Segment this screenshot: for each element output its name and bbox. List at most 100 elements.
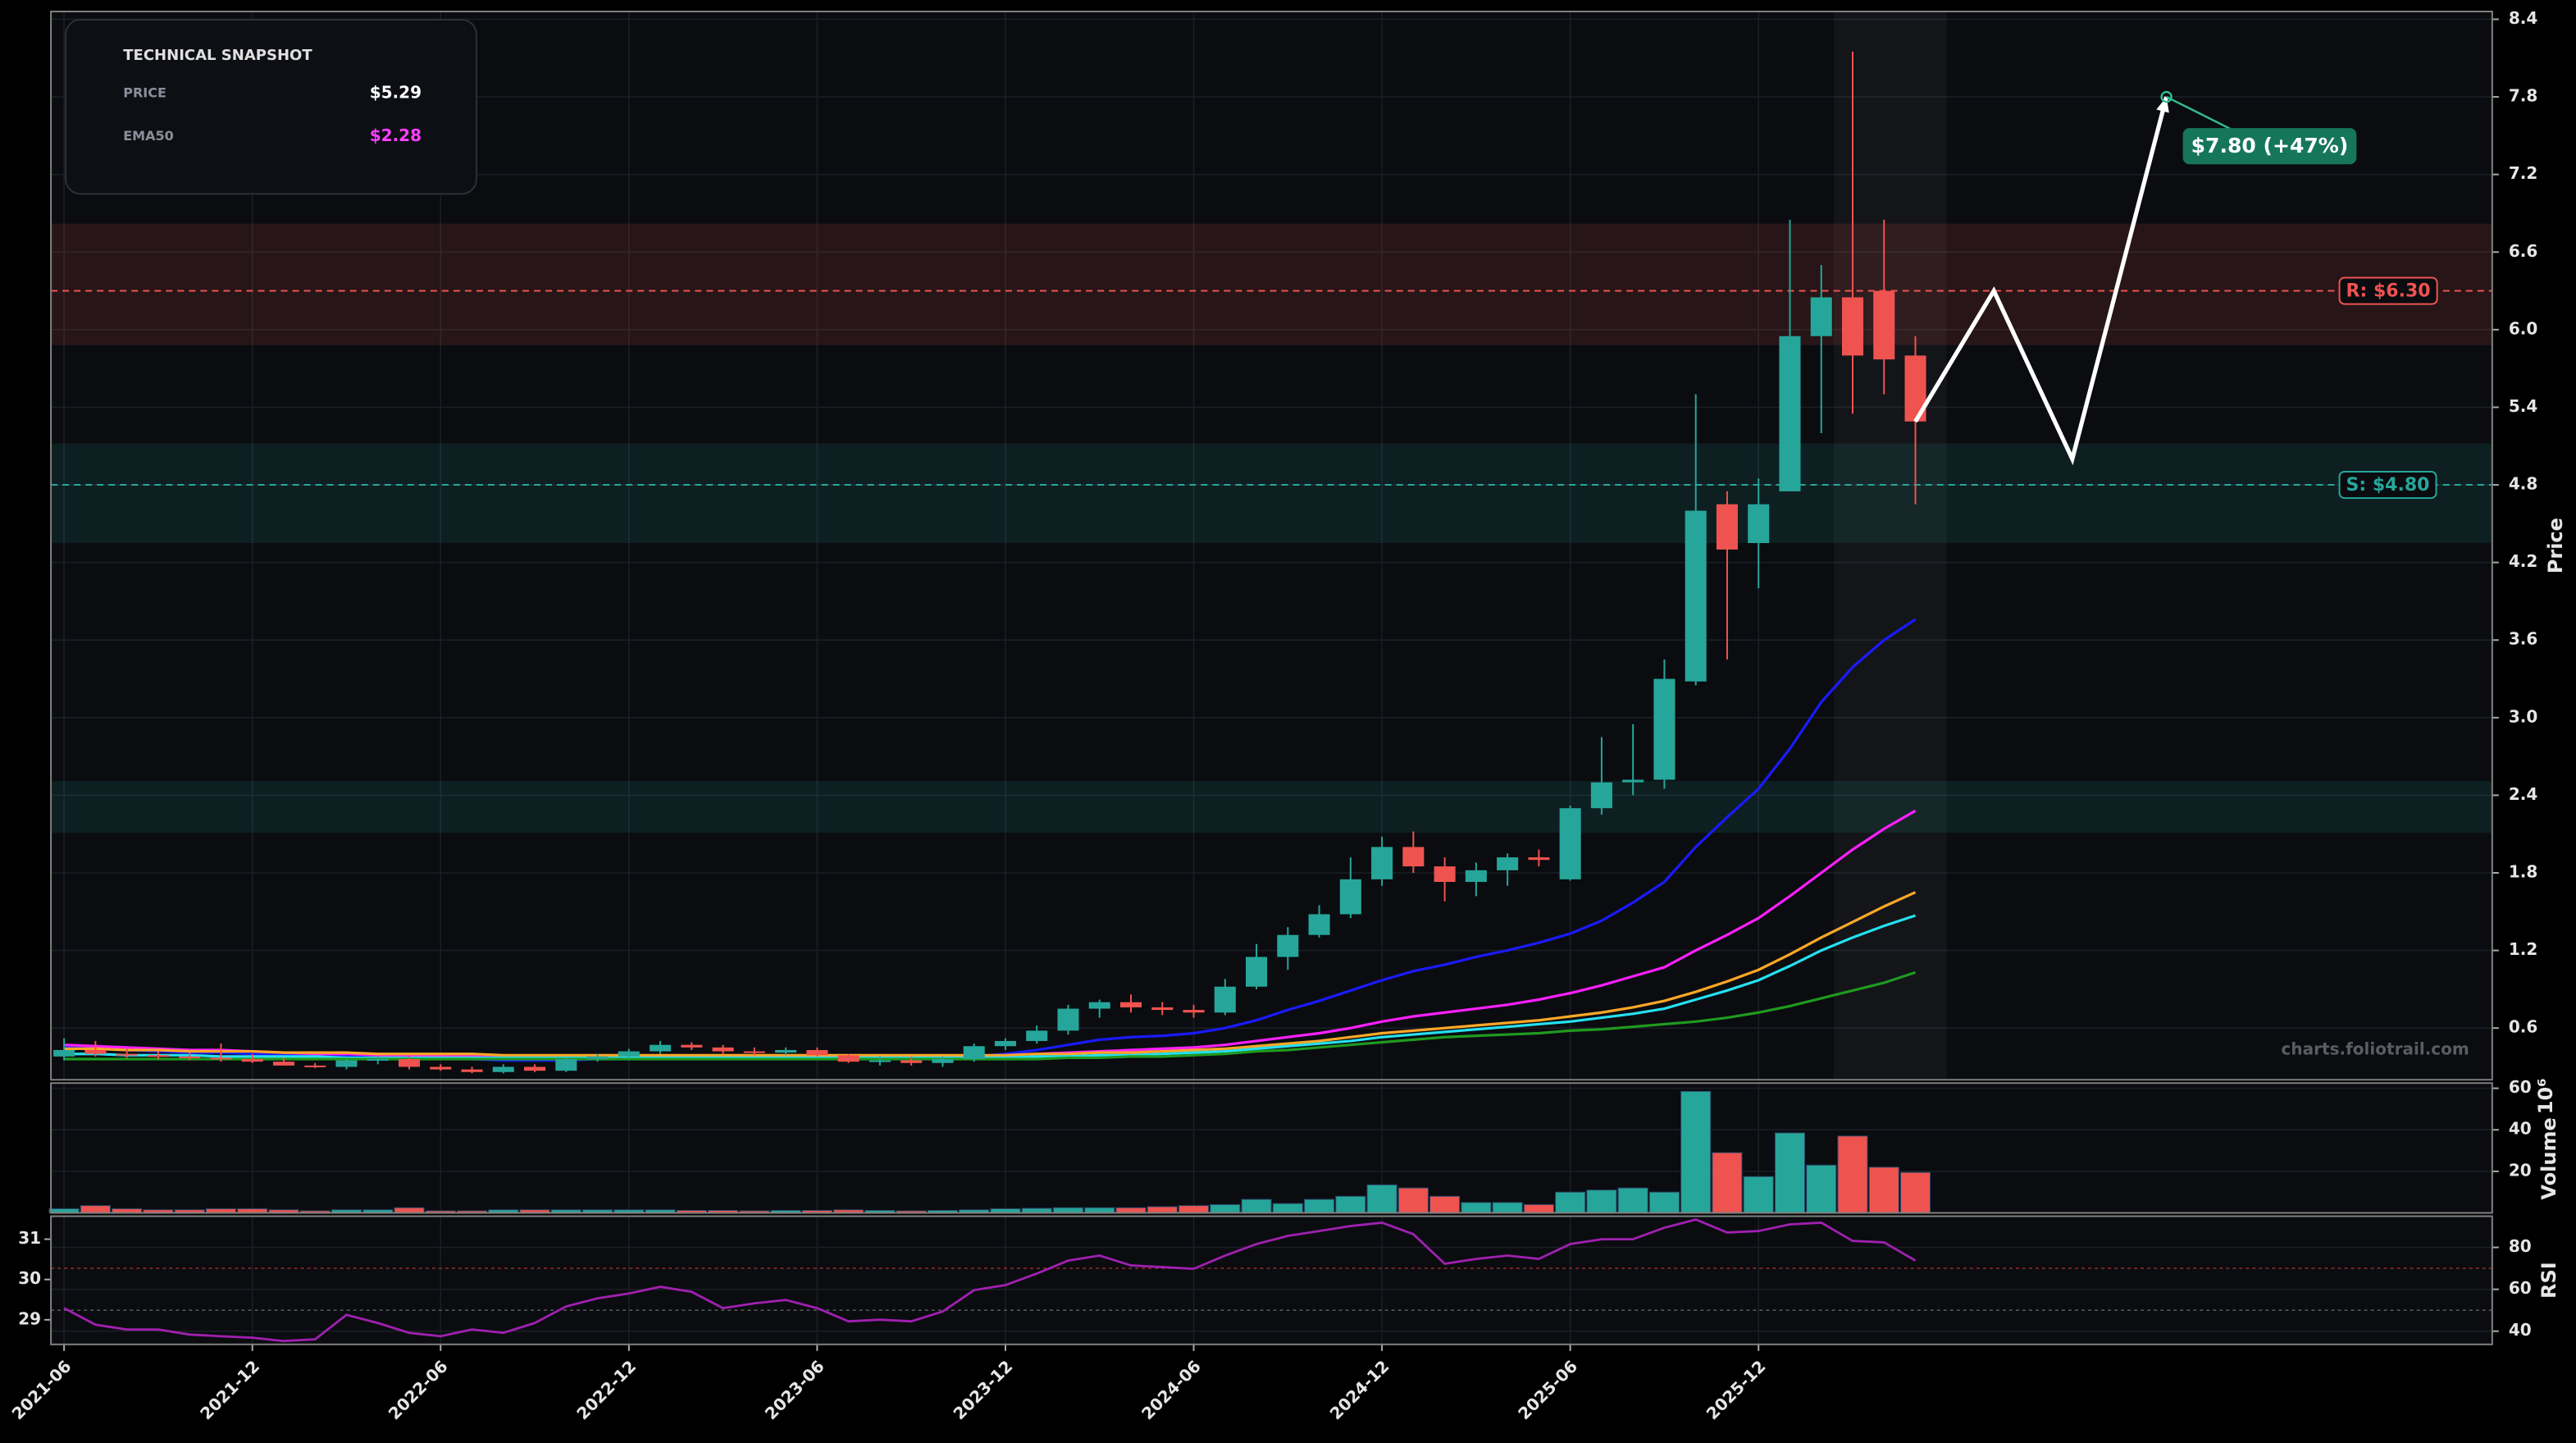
plot-layer: 2021-06 2021-12 2022-06 2022-12 2023-06 2023-… [8, 8, 2567, 1423]
target-dot [2160, 90, 2173, 103]
candle-body [775, 1049, 797, 1053]
y-tick-label: 7.8 [2509, 86, 2537, 106]
candle-body [681, 1044, 703, 1048]
ema-line [64, 891, 1917, 1057]
candle-body [618, 1051, 640, 1057]
candle-body [1119, 1002, 1142, 1007]
volume-bar [1492, 1202, 1523, 1214]
y-tick-label: 31 [18, 1228, 41, 1248]
y-tick-label: 60 [2509, 1278, 2532, 1298]
projection-line [1913, 96, 2169, 466]
candle-body [147, 1055, 169, 1057]
level-label: R: $6.30 [2346, 281, 2431, 302]
y-tick-label: 7.2 [2509, 163, 2537, 183]
zone [51, 443, 2492, 543]
candle-body [1653, 678, 1676, 780]
volume-bar [1304, 1199, 1335, 1214]
candle-body [116, 1053, 138, 1056]
y-tick-label: 3.0 [2509, 706, 2537, 726]
volume-bar [1617, 1187, 1648, 1214]
y-axis-label: RSI [2537, 1262, 2560, 1299]
candle-body [743, 1051, 765, 1053]
y-axis-label: Price [2544, 518, 2567, 573]
candle-body [555, 1059, 577, 1071]
candle-body [806, 1049, 828, 1056]
panel-background [51, 1083, 2492, 1213]
snapshot-title: TECHNICAL SNAPSHOT [123, 47, 312, 64]
candle-body [179, 1056, 201, 1058]
candle-body [1371, 847, 1393, 879]
volume-bar [1523, 1203, 1554, 1214]
volume-bar [80, 1205, 111, 1214]
target-label: $7.80 (+47%) [2191, 134, 2349, 158]
volume-bar [1272, 1203, 1303, 1214]
candle-body [461, 1069, 483, 1072]
candle-body [932, 1059, 954, 1063]
candle-body [1088, 1002, 1110, 1009]
volume-bar [1178, 1205, 1210, 1214]
volume-bar [1712, 1152, 1743, 1214]
candle-body [1716, 504, 1738, 550]
level-label: S: $4.80 [2346, 475, 2430, 495]
y-tick-label: 8.4 [2509, 8, 2538, 28]
candle-body [1810, 297, 1832, 336]
level-label-box [2338, 276, 2438, 305]
snapshot-label: PRICE [123, 85, 166, 101]
candle-body [84, 1049, 107, 1054]
candle-body [1748, 504, 1770, 543]
candle-body [1151, 1007, 1174, 1011]
y-tick-label: 6.6 [2509, 241, 2537, 261]
candle-body [869, 1060, 891, 1062]
candle-body [335, 1060, 358, 1067]
snapshot-value: $2.28 [370, 126, 422, 145]
y-tick-label: 80 [2509, 1236, 2532, 1256]
candle-body [1308, 914, 1330, 935]
panel-frame [50, 1215, 2493, 1345]
level-label-box [2338, 471, 2437, 500]
volume-bar [1429, 1195, 1461, 1214]
candle-body [1528, 857, 1550, 861]
snapshot-box [65, 19, 477, 195]
y-tick-label: 3.6 [2509, 629, 2537, 649]
snapshot-panel: TECHNICAL SNAPSHOT PRICE $5.29 EMA50 $2.… [65, 19, 477, 195]
candle-body [1497, 857, 1519, 870]
candle-body [586, 1056, 609, 1060]
y-tick-label: 40 [2509, 1119, 2532, 1139]
candle-body [367, 1059, 389, 1062]
candle-body [1590, 782, 1612, 809]
candle-body [1277, 934, 1299, 957]
panel-background [51, 1216, 2492, 1345]
volume-bar [1335, 1195, 1366, 1214]
y-tick-label: 40 [2509, 1320, 2532, 1340]
candle-body [712, 1047, 734, 1052]
volume-bar [1743, 1176, 1774, 1214]
volume-bar [1774, 1132, 1806, 1214]
candle-body [1246, 957, 1268, 987]
snapshot-value: $5.29 [370, 83, 422, 103]
candle-body [398, 1059, 421, 1067]
snapshot-label: EMA50 [123, 128, 174, 144]
zone [51, 223, 2492, 345]
zone [51, 781, 2492, 833]
y-tick-label: 5.4 [2509, 396, 2538, 416]
watermark: charts.foliotrail.com [2282, 1039, 2469, 1059]
y-tick-label: 4.8 [2509, 474, 2537, 494]
volume-bar [1680, 1090, 1712, 1214]
volume-bar [1147, 1206, 1178, 1214]
candle-body [1465, 870, 1487, 883]
y-tick-label: 1.2 [2509, 939, 2537, 959]
candle-body [1339, 879, 1361, 915]
y-tick-label: 6.0 [2509, 318, 2537, 338]
candle-body [53, 1049, 75, 1057]
y-tick-label: 2.4 [2509, 784, 2538, 804]
volume-bar [1837, 1135, 1868, 1214]
volume-bar [1461, 1202, 1492, 1214]
forecast-shade [1834, 11, 1947, 1080]
volume-bar [1868, 1167, 1899, 1214]
y-axis-label: Volume [2537, 1117, 2560, 1199]
y-tick-label: 0.6 [2509, 1017, 2537, 1037]
candle-body [1873, 290, 1895, 360]
candle-body [304, 1065, 326, 1067]
